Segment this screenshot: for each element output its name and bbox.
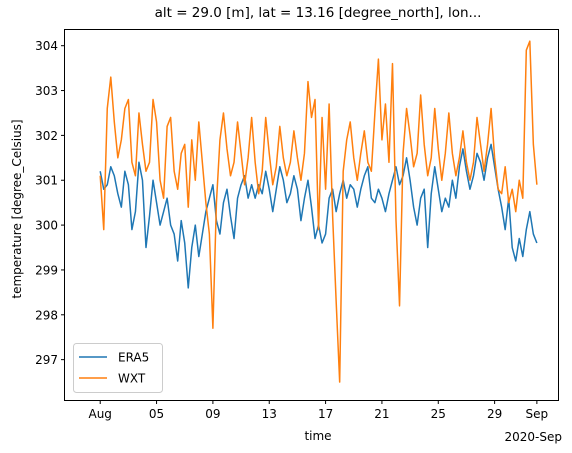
y-tick-label: 301	[35, 174, 58, 188]
y-tick-label: 299	[35, 263, 58, 277]
x-tick-label: 05	[149, 407, 164, 421]
x-tick-label: 09	[205, 407, 220, 421]
x-tick-label: Sep	[526, 407, 549, 421]
x-tick-label: 13	[262, 407, 277, 421]
y-tick-label: 303	[35, 84, 58, 98]
series-lines	[99, 40, 538, 383]
y-tick-label: 297	[35, 353, 58, 367]
plot-area-frame	[64, 29, 559, 401]
x-tick-label: 17	[318, 407, 333, 421]
y-axis-ticks: 297 298 299 300 301 302 303 304	[35, 39, 65, 367]
y-axis-label: temperature [degree_Celsius]	[10, 119, 24, 298]
x-axis-label: time	[304, 429, 331, 443]
chart-title: alt = 29.0 [m], lat = 13.16 [degree_nort…	[155, 5, 482, 21]
x-tick-label: 25	[431, 407, 446, 421]
legend: ERA5 WXT	[73, 343, 163, 393]
legend-box	[73, 343, 163, 393]
x-axis-ticks: Aug 05 09 13 17 21 25 29 Sep	[88, 400, 548, 421]
x-tick-label: 29	[487, 407, 502, 421]
legend-label-wxt: WXT	[118, 372, 146, 386]
x-axis-offset-label: 2020-Sep	[505, 430, 563, 444]
y-tick-label: 304	[35, 39, 58, 53]
y-tick-label: 298	[35, 308, 58, 322]
y-tick-label: 300	[35, 219, 58, 233]
x-tick-label: 21	[374, 407, 389, 421]
series-line-wxt	[99, 40, 538, 383]
y-tick-label: 302	[35, 129, 58, 143]
legend-label-era5: ERA5	[118, 351, 149, 365]
x-tick-label: Aug	[88, 407, 111, 421]
